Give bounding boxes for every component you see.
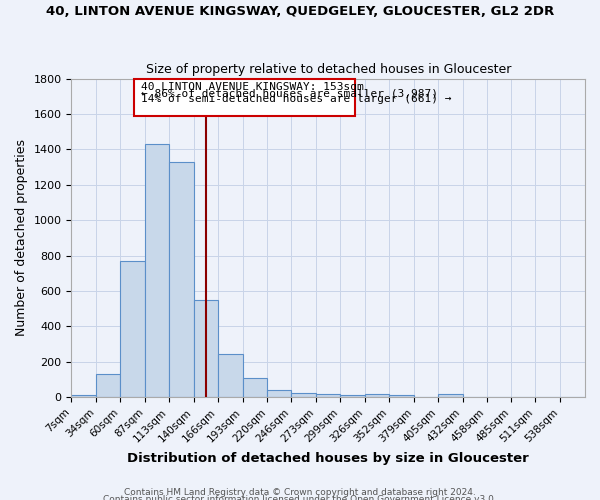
Text: Contains public sector information licensed under the Open Government Licence v3: Contains public sector information licen… (103, 496, 497, 500)
Text: 40 LINTON AVENUE KINGSWAY: 153sqm: 40 LINTON AVENUE KINGSWAY: 153sqm (142, 82, 364, 92)
Y-axis label: Number of detached properties: Number of detached properties (15, 140, 28, 336)
Text: 14% of semi-detached houses are larger (661) →: 14% of semi-detached houses are larger (… (142, 94, 452, 104)
Bar (169, 162, 194, 397)
Bar (194, 300, 218, 397)
Bar (145, 144, 169, 397)
Text: 40, LINTON AVENUE KINGSWAY, QUEDGELEY, GLOUCESTER, GL2 2DR: 40, LINTON AVENUE KINGSWAY, QUEDGELEY, G… (46, 5, 554, 18)
Bar (340, 396, 365, 397)
Bar (438, 394, 463, 397)
Text: Contains HM Land Registry data © Crown copyright and database right 2024.: Contains HM Land Registry data © Crown c… (124, 488, 476, 497)
Bar (120, 261, 145, 397)
Bar (268, 390, 292, 397)
FancyBboxPatch shape (134, 78, 355, 116)
Text: ← 86% of detached houses are smaller (3,987): ← 86% of detached houses are smaller (3,… (142, 88, 439, 99)
Title: Size of property relative to detached houses in Gloucester: Size of property relative to detached ho… (146, 63, 511, 76)
Bar (292, 392, 316, 397)
Bar (389, 396, 414, 397)
Bar (242, 378, 268, 397)
X-axis label: Distribution of detached houses by size in Gloucester: Distribution of detached houses by size … (127, 452, 529, 465)
Bar (218, 354, 242, 397)
Bar (71, 396, 96, 397)
Bar (96, 374, 120, 397)
Bar (316, 394, 340, 397)
Bar (365, 394, 389, 397)
